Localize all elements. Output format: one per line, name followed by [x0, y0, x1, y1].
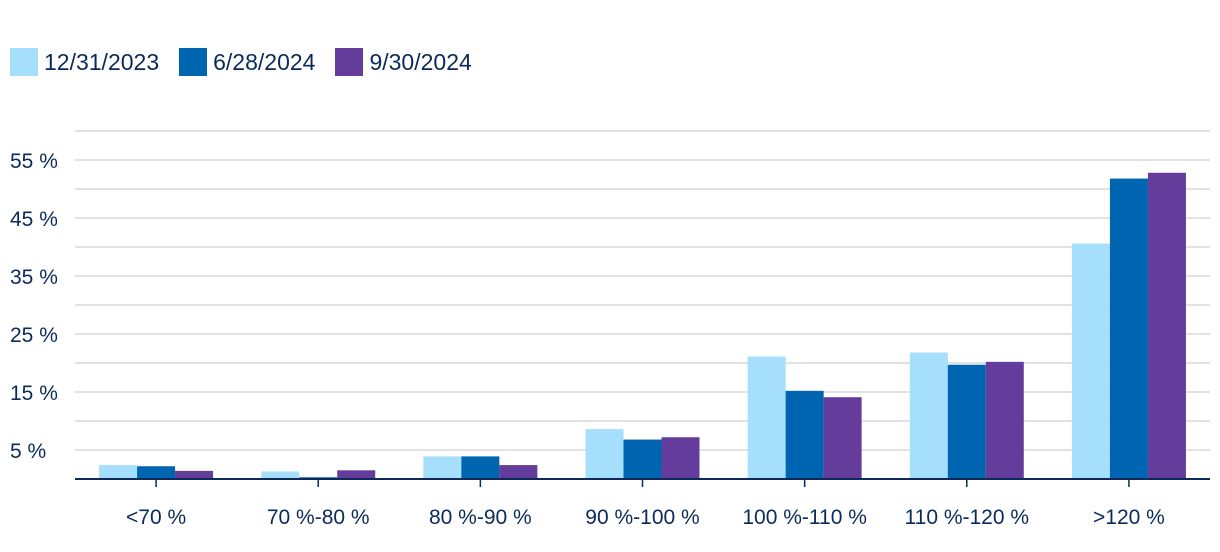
x-tick-label: <70 %: [126, 506, 186, 529]
legend-label-dec-2023: 12/31/2023: [44, 48, 160, 75]
x-tick-label: 70 %-80 %: [267, 506, 370, 529]
bar: [661, 437, 700, 479]
y-tick-label: 15 %: [10, 382, 58, 405]
legend-label-sep-2024: 9/30/2024: [369, 48, 472, 75]
x-tick-label: 110 %-120 %: [905, 506, 1030, 529]
legend-item-dec-2023: 12/31/2023: [10, 48, 159, 76]
legend-item-sep-2024: 9/30/2024: [335, 48, 472, 76]
bar: [137, 466, 176, 479]
legend: 12/31/2023 6/28/2024 9/30/2024: [10, 48, 492, 76]
y-tick-label: 45 %: [10, 208, 58, 231]
bar: [461, 456, 500, 479]
legend-swatch-dec-2023: [10, 48, 38, 76]
bar: [623, 439, 662, 479]
bar: [99, 465, 138, 479]
bar: [175, 470, 214, 479]
y-tick-label: 25 %: [10, 324, 58, 347]
bar: [985, 361, 1024, 479]
x-tick-label: 90 %-100 %: [585, 506, 699, 529]
bar: [1071, 243, 1110, 479]
bar: [747, 356, 786, 479]
bar: [585, 429, 624, 479]
x-tick-label: 80 %-90 %: [429, 506, 532, 529]
bar: [423, 456, 462, 479]
bar: [499, 465, 538, 479]
bar: [823, 397, 862, 479]
bar: [337, 470, 376, 479]
y-tick-label: 5 %: [10, 440, 46, 463]
bar: [261, 471, 300, 479]
legend-label-jun-2024: 6/28/2024: [213, 48, 316, 75]
y-tick-label: 35 %: [10, 266, 58, 289]
legend-item-jun-2024: 6/28/2024: [179, 48, 315, 76]
legend-swatch-sep-2024: [335, 48, 364, 76]
legend-swatch-jun-2024: [179, 48, 208, 76]
x-tick-label: >120 %: [1093, 506, 1165, 529]
y-tick-label: 55 %: [10, 150, 58, 173]
bar: [1147, 172, 1186, 479]
bar: [785, 390, 824, 479]
bar: [947, 364, 986, 479]
x-tick-label: 100 %-110 %: [742, 506, 867, 529]
bar: [1109, 178, 1148, 479]
bar: [909, 352, 948, 479]
